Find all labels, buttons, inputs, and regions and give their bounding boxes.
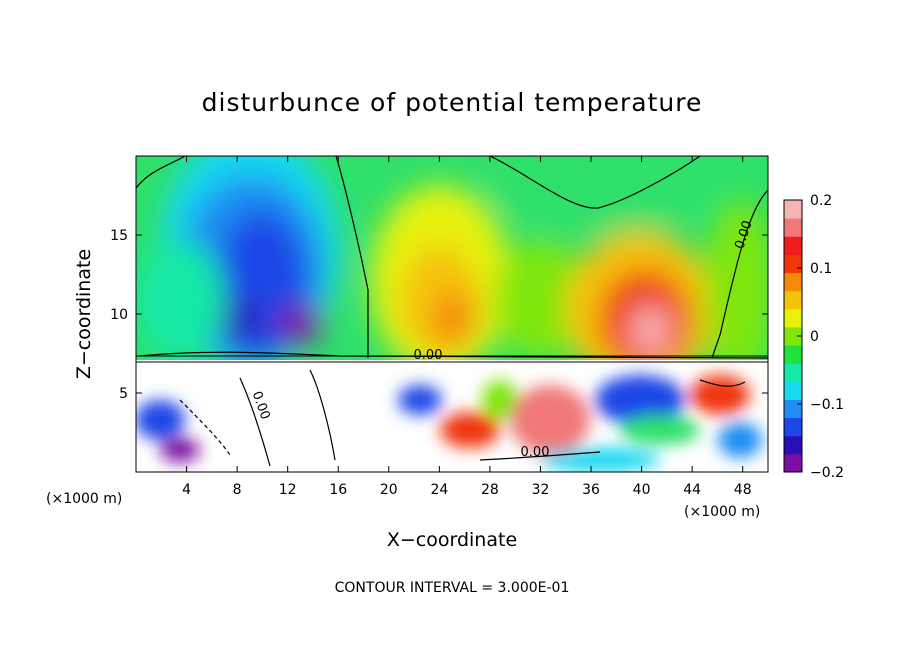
colorbar-swatch [784,399,802,419]
colorbar-swatch [784,308,802,328]
x-tick-label: 20 [380,482,398,498]
x-tick-label: 32 [532,482,550,498]
y-tick-label: 5 [119,386,128,402]
upper-field [136,156,768,390]
x-tick-label: 48 [734,482,752,498]
y-axis-label: Z−coordinate [73,249,95,379]
colorbar-swatch [784,326,802,346]
x-unit-right: (×1000 m) [684,504,760,520]
chart-title: disturbunce of potential temperature [202,88,703,117]
colorbar-swatch [784,254,802,274]
colorbar-swatch [784,417,802,437]
contour-label: 0.00 [414,348,443,363]
contour-lines [136,156,768,467]
colorbar-swatch [784,236,802,255]
x-tick-label: 24 [430,482,448,498]
colorbar-swatch [784,290,802,310]
x-axis-label: X−coordinate [387,529,517,551]
y-axis: 5 10 15 [110,228,768,402]
x-unit-left: (×1000 m) [46,491,122,507]
y-tick-label: 10 [110,307,128,323]
colorbar-tick-label: 0.2 [810,193,832,209]
plot-area: 0.00 0.00 0.00 0.00 [136,156,768,472]
colorbar-swatch [784,345,802,364]
contour-label: 0.00 [521,445,550,460]
lower-field [136,375,762,472]
colorbar: 0.2 0.1 0 −0.1 −0.2 [783,193,844,481]
colorbar-swatch [784,453,802,473]
colorbar-swatch [784,218,802,237]
colorbar-swatch [784,363,802,382]
colorbar-tick-label: 0 [810,329,819,345]
colorbar-swatch [784,200,802,219]
colorbar-tick-label: 0.1 [810,261,832,277]
colorbar-swatch [784,272,802,292]
x-tick-label: 8 [233,482,242,498]
x-tick-label: 16 [329,482,347,498]
x-tick-label: 40 [633,482,651,498]
y-tick-label: 15 [110,228,128,244]
colorbar-swatch [784,381,802,400]
x-tick-label: 44 [683,482,701,498]
x-tick-label: 36 [582,482,600,498]
x-tick-label: 28 [481,482,499,498]
x-tick-label: 4 [182,482,191,498]
colorbar-swatch [784,435,802,455]
x-axis: 4 8 12 16 20 24 28 32 36 40 44 48 [182,156,752,498]
x-tick-label: 12 [279,482,297,498]
colorbar-tick-label: −0.2 [810,465,844,481]
contour-interval-note: CONTOUR INTERVAL = 3.000E-01 [335,580,570,596]
colorbar-tick-label: −0.1 [810,397,844,413]
